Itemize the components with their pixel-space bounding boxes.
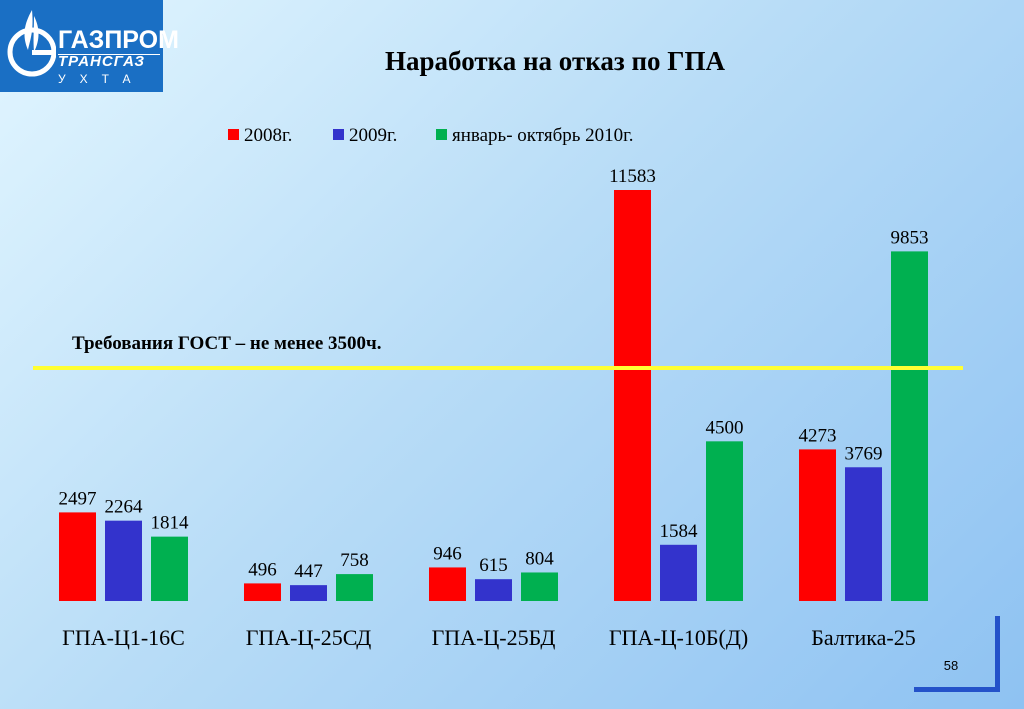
- corner-decoration-vertical: [995, 616, 1000, 692]
- bar-value-label: 1814: [151, 513, 190, 534]
- category-label: ГПА-Ц-25СД: [246, 625, 372, 650]
- bar-2-1: [475, 579, 512, 601]
- bar-value-label: 2264: [105, 497, 144, 518]
- bar-value-label: 758: [340, 550, 369, 571]
- logo-divider: [58, 54, 160, 55]
- bar-2-0: [429, 567, 466, 601]
- bar-0-1: [105, 520, 142, 601]
- bar-value-label: 2497: [59, 488, 97, 509]
- bar-1-0: [244, 583, 281, 601]
- logo-subbrand-text: ТРАНСГАЗ: [58, 53, 146, 70]
- bar-3-1: [660, 544, 697, 601]
- page-number: 58: [943, 658, 959, 673]
- bar-0-0: [59, 512, 96, 601]
- bar-value-label: 1584: [660, 521, 699, 542]
- logo-city-text: УХТА: [58, 72, 145, 86]
- bar-value-label: 615: [479, 555, 508, 576]
- legend-label: январь- октябрь 2010г.: [452, 125, 634, 146]
- bar-value-label: 447: [294, 561, 323, 582]
- gazprom-transgaz-ukhta-logo: ГАЗПРОМ ТРАНСГАЗ УХТА: [0, 0, 179, 92]
- bar-2-2: [521, 572, 558, 601]
- bar-value-label: 946: [433, 543, 462, 564]
- bar-value-label: 4273: [799, 425, 837, 446]
- legend-swatch: [333, 129, 344, 140]
- bar-4-2: [891, 251, 928, 601]
- bar-4-0: [799, 449, 836, 601]
- legend-swatch: [228, 129, 239, 140]
- logo-brand-text: ГАЗПРОМ: [58, 26, 179, 54]
- bar-3-0: [614, 190, 651, 601]
- bar-4-1: [845, 467, 882, 601]
- slide-title: Наработка на отказ по ГПА: [385, 46, 725, 76]
- bar-value-label: 3769: [845, 443, 883, 464]
- category-label: Балтика-25: [811, 625, 915, 650]
- corner-decoration-horizontal: [914, 687, 1000, 692]
- category-label: ГПА-Ц-25БД: [432, 625, 556, 650]
- bar-value-label: 9853: [891, 227, 929, 248]
- bar-1-2: [336, 574, 373, 601]
- legend-label: 2009г.: [349, 125, 397, 146]
- legend-label: 2008г.: [244, 125, 292, 146]
- bar-0-2: [151, 536, 188, 601]
- gost-reference-label: Требования ГОСТ – не менее 3500ч.: [72, 333, 381, 354]
- bar-value-label: 804: [525, 548, 554, 569]
- legend-swatch: [436, 129, 447, 140]
- bar-value-label: 496: [248, 559, 277, 580]
- bar-1-1: [290, 585, 327, 601]
- category-label: ГПА-Ц1-16С: [62, 625, 185, 650]
- bar-3-2: [706, 441, 743, 601]
- gazprom-flame-icon: [7, 10, 56, 77]
- bar-value-label: 11583: [609, 166, 656, 187]
- bar-value-label: 4500: [706, 417, 744, 438]
- category-label: ГПА-Ц-10Б(Д): [609, 625, 748, 650]
